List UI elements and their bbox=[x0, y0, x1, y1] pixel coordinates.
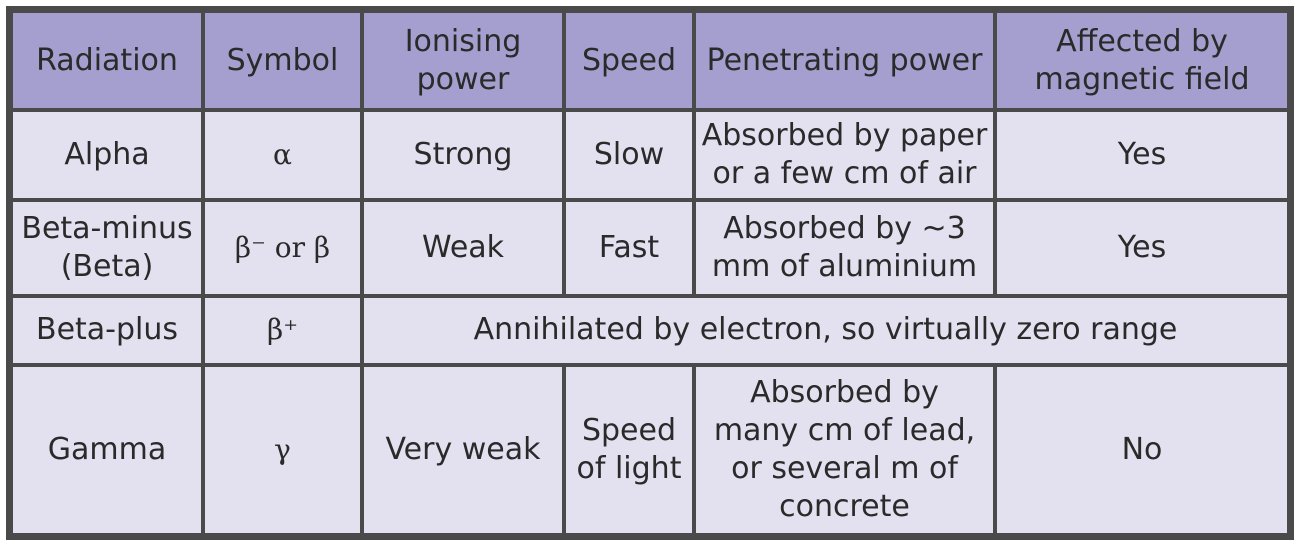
header-speed: Speed bbox=[566, 13, 692, 108]
cell-speed: Slow bbox=[566, 112, 692, 199]
header-penetrating-power: Penetrating power bbox=[696, 13, 993, 108]
table-row: Beta-plus β⁺ Annihilated by electron, so… bbox=[13, 297, 1287, 363]
cell-symbol: β⁺ bbox=[205, 297, 360, 363]
cell-magnetic-field: Yes bbox=[997, 112, 1287, 199]
table-row: Alpha α Strong Slow Absorbed by paper or… bbox=[13, 112, 1287, 199]
cell-ionising-power: Weak bbox=[364, 202, 562, 294]
cell-ionising-power: Very weak bbox=[364, 366, 562, 533]
radiation-table-frame: Radiation Symbol Ionising power Speed Pe… bbox=[6, 6, 1294, 540]
cell-ionising-power: Strong bbox=[364, 112, 562, 199]
cell-symbol: α bbox=[205, 112, 360, 199]
table-row: Beta-minus (Beta) β⁻ or β Weak Fast Abso… bbox=[13, 202, 1287, 294]
cell-merged-note: Annihilated by electron, so virtually ze… bbox=[364, 297, 1287, 363]
cell-penetrating-power: Absorbed by ~3 mm of aluminium bbox=[696, 202, 993, 294]
cell-radiation: Alpha bbox=[13, 112, 201, 199]
cell-speed: Speed of light bbox=[566, 366, 692, 533]
cell-symbol: γ bbox=[205, 366, 360, 533]
header-row: Radiation Symbol Ionising power Speed Pe… bbox=[13, 13, 1287, 108]
cell-radiation: Gamma bbox=[13, 366, 201, 533]
table-row: Gamma γ Very weak Speed of light Absorbe… bbox=[13, 366, 1287, 533]
cell-radiation: Beta-plus bbox=[13, 297, 201, 363]
header-radiation: Radiation bbox=[13, 13, 201, 108]
cell-symbol: β⁻ or β bbox=[205, 202, 360, 294]
header-symbol: Symbol bbox=[205, 13, 360, 108]
cell-penetrating-power: Absorbed by paper or a few cm of air bbox=[696, 112, 993, 199]
cell-speed: Fast bbox=[566, 202, 692, 294]
header-magnetic-field: Affected by magnetic field bbox=[997, 13, 1287, 108]
cell-penetrating-power: Absorbed by many cm of lead, or several … bbox=[696, 366, 993, 533]
cell-magnetic-field: No bbox=[997, 366, 1287, 533]
cell-radiation: Beta-minus (Beta) bbox=[13, 202, 201, 294]
radiation-table: Radiation Symbol Ionising power Speed Pe… bbox=[9, 9, 1291, 537]
header-ionising-power: Ionising power bbox=[364, 13, 562, 108]
cell-magnetic-field: Yes bbox=[997, 202, 1287, 294]
